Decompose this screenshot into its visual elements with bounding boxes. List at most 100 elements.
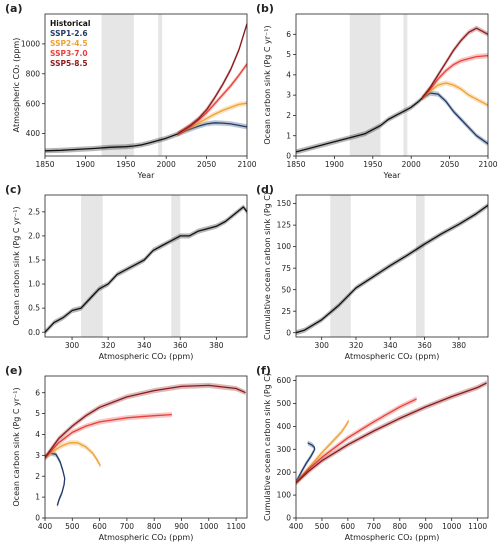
y-tick-label: 1 <box>35 493 40 502</box>
x-tick-label: 800 <box>393 522 408 531</box>
x-tick-label: 600 <box>341 522 356 531</box>
shaded-period-0 <box>81 195 103 337</box>
panel-label: (e) <box>5 364 23 377</box>
panel-e: 400 500 600 700 800 900 1000 1100 0 1 2 3 4 5 6 Atmosph… <box>5 364 248 542</box>
y-tick-label: 3 <box>286 91 291 100</box>
x-axis-label: Atmospheric CO₂ (ppm) <box>345 352 440 361</box>
y-tick-label: 2.0 <box>28 232 40 241</box>
y-tick-label: 1 <box>286 131 291 140</box>
x-tick-label: 340 <box>383 341 398 350</box>
y-axis-label: Ocean carbon sink (Pg C yr⁻¹) <box>12 387 21 506</box>
y-tick-label: 0.0 <box>28 328 40 337</box>
y-tick-label: 500 <box>277 399 292 408</box>
series-line-ssp245 <box>45 442 101 467</box>
panel-label: (c) <box>5 183 22 196</box>
y-tick-label: 1.0 <box>28 280 40 289</box>
y-tick-label: 300 <box>277 445 292 454</box>
shaded-period-0 <box>349 14 381 156</box>
shaded-period-1 <box>416 195 425 337</box>
y-tick-label: 400 <box>26 129 41 138</box>
x-tick-label: 900 <box>174 522 189 531</box>
x-axis-label: Year <box>137 171 156 180</box>
y-tick-label: 4 <box>286 70 291 79</box>
y-axis-label: Ocean carbon sink (Pg C yr⁻¹) <box>12 206 21 325</box>
x-tick-label: 300 <box>65 341 80 350</box>
y-tick-label: 100 <box>277 242 292 251</box>
y-tick-label: 25 <box>281 307 291 316</box>
x-tick-label: 1100 <box>468 522 487 531</box>
y-tick-label: 800 <box>26 69 41 78</box>
shaded-period-1 <box>171 195 181 337</box>
y-tick-label: 600 <box>26 99 41 108</box>
series-band-ssp585 <box>296 380 487 486</box>
y-tick-label: 6 <box>286 30 291 39</box>
y-tick-label: 600 <box>277 376 292 385</box>
series-line-ssp585 <box>177 23 247 135</box>
series-line-ssp245 <box>421 82 488 106</box>
y-tick-label: 5 <box>35 409 40 418</box>
shaded-period-0 <box>101 14 134 156</box>
y-tick-label: 50 <box>281 285 291 294</box>
series-line-ssp585 <box>45 384 246 459</box>
x-tick-label: 1000 <box>199 522 218 531</box>
plot-frame <box>295 194 489 338</box>
panel-label: (d) <box>256 183 274 196</box>
x-tick-label: 1850 <box>286 160 305 169</box>
series-line-ssp245 <box>177 102 247 135</box>
y-tick-label: 75 <box>281 264 291 273</box>
y-tick-label: 5 <box>286 50 291 59</box>
legend-entry-ssp370: SSP3-7.0 <box>50 49 88 58</box>
series-band-ssp126 <box>422 90 488 147</box>
series-band-historical <box>45 204 247 335</box>
y-tick-label: 400 <box>277 422 292 431</box>
y-tick-label: 2 <box>35 472 40 481</box>
x-tick-label: 600 <box>92 522 107 531</box>
y-tick-label: 100 <box>277 491 292 500</box>
x-tick-label: 400 <box>289 522 304 531</box>
plot-frame <box>295 375 489 519</box>
y-tick-label: 1.5 <box>28 256 40 265</box>
x-tick-label: 340 <box>137 341 152 350</box>
x-tick-label: 700 <box>367 522 382 531</box>
x-tick-label: 380 <box>452 341 467 350</box>
x-tick-label: 900 <box>419 522 434 531</box>
series-band-ssp370 <box>422 53 488 101</box>
x-tick-label: 2050 <box>197 160 216 169</box>
x-tick-label: 1900 <box>76 160 95 169</box>
series-line-ssp585 <box>421 27 488 99</box>
y-tick-label: 0.5 <box>28 304 40 313</box>
x-tick-label: 1950 <box>363 160 382 169</box>
panel-c: 300 320 340 360 380 0.0 0.5 1.0 1.5 2.0 2.5 Atmosph… <box>5 183 248 361</box>
panel-label: (a) <box>5 2 22 15</box>
series-line-ssp126 <box>296 442 316 484</box>
series-line-historical <box>296 204 488 334</box>
y-axis-label: Ocean carbon sink (Pg C yr⁻¹) <box>263 25 272 144</box>
series-line-ssp126 <box>177 122 247 135</box>
shaded-period-1 <box>403 14 408 156</box>
series-band-historical <box>296 202 488 336</box>
series-line-ssp370 <box>421 54 488 99</box>
series-line-ssp126 <box>421 92 488 145</box>
y-tick-label: 0 <box>286 328 291 337</box>
x-axis-label: Atmospheric CO₂ (ppm) <box>345 533 440 542</box>
x-tick-label: 2050 <box>440 160 459 169</box>
series-line-ssp245 <box>296 420 350 484</box>
x-tick-label: 500 <box>65 522 80 531</box>
y-tick-label: 3 <box>35 451 40 460</box>
x-tick-label: 2100 <box>237 160 256 169</box>
x-tick-label: 500 <box>315 522 330 531</box>
legend-entry-ssp245: SSP2-4.5 <box>50 39 88 48</box>
legend-entry-historical: Historical <box>50 19 90 28</box>
series-line-historical <box>296 97 423 153</box>
x-tick-label: 360 <box>417 341 432 350</box>
panel-label: (f) <box>256 364 271 377</box>
y-tick-label: 150 <box>277 199 292 208</box>
x-tick-label: 2000 <box>402 160 421 169</box>
plot-frame <box>44 375 248 519</box>
x-tick-label: 1100 <box>227 522 246 531</box>
series-line-ssp370 <box>45 413 172 459</box>
y-tick-label: 200 <box>277 468 292 477</box>
panel-a: 1850 1900 1950 2000 2050 2100 400 600 800 1000 Yea… <box>5 2 257 180</box>
y-tick-label: 6 <box>35 388 40 397</box>
series-band-ssp245 <box>177 100 247 137</box>
